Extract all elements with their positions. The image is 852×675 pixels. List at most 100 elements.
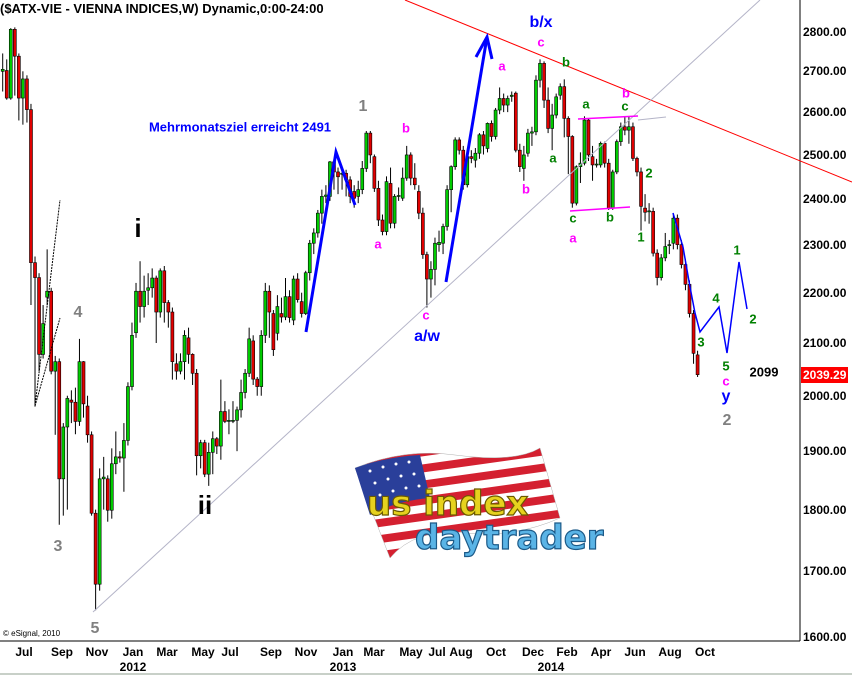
candle-up [65,398,70,428]
candle-down [376,188,381,221]
candle-up [259,334,264,387]
x-tick-label: Jan [332,645,354,659]
candle-up [77,361,82,422]
candle-up [550,114,554,129]
x-tick-label: May [191,645,215,659]
annotation-grn-a2: a [582,96,590,112]
candle-down [186,337,191,355]
candle-down [93,512,98,585]
candle-down [89,434,94,514]
candle-down [518,149,522,167]
candle-up [554,96,558,116]
candle-down [267,290,272,313]
x-tick-label: Dec [521,645,545,659]
candle-up [158,270,163,313]
candle-down [118,456,122,459]
candle-down [49,290,53,372]
candle-up [275,306,280,334]
candle-up [0,69,5,72]
logo-text-line2: daytrader [415,518,604,558]
candle-down [562,86,567,119]
candle-up [473,152,478,161]
candle-up [316,212,320,234]
annotation-grn-b1: b [562,54,570,70]
candle-up [614,141,619,173]
candles-layer [0,27,700,611]
candle-up [429,269,433,280]
candle-down [691,313,696,354]
candle-down [174,363,179,372]
candle-down [635,158,639,173]
annotation-grn-3: 3 [697,334,705,350]
candle-up [582,119,587,164]
candle-up [178,361,183,372]
candle-down [73,401,78,422]
support-trendline[interactable] [92,0,761,613]
candle-down [223,411,227,422]
x-tick-label: Apr [590,645,612,659]
candle-down [602,143,607,164]
candle-up [219,411,223,447]
candle-up [134,290,138,334]
candle-down [105,478,110,511]
annotation-grn-2b: 2 [749,311,757,327]
annotation-grn-a1: a [549,150,557,166]
candle-up [647,210,651,213]
candle-up [449,166,453,190]
annotation-grn-1b: 1 [733,242,741,258]
y-tick-label: 1700.00 [803,564,847,579]
x-tick-label: Aug [658,645,682,659]
annotation-wave-4-gray: 4 [73,304,83,321]
candle-down [372,156,377,189]
annotation-wave-i: i [134,213,142,243]
candle-up [122,440,126,459]
candle-down [651,211,655,254]
candle-up [453,139,457,167]
candle-down [425,254,429,280]
candle-down [586,119,591,156]
candle-up [146,287,150,291]
candle-up [505,98,510,106]
x-tick-label: Nov [294,645,318,659]
candle-up [477,134,482,154]
candle-down [489,123,494,137]
x-tick-label: Sep [50,645,74,659]
wave-projection [672,212,748,354]
channel-upper [577,115,639,120]
annotation-a-w: a/w [414,328,440,345]
annotation-grn-4: 4 [712,290,720,306]
candle-down [85,405,90,436]
candle-down [639,171,643,207]
candle-up [671,217,676,244]
candle-up [97,478,102,585]
candle-down [194,372,199,457]
x-year-label: 2012 [119,660,147,674]
candle-up [534,79,538,133]
resistance-trendline[interactable] [404,0,852,183]
annotation-grn-5: 5 [722,358,730,374]
candle-down [695,354,700,375]
annotation-wave-5-gray: 5 [90,620,100,637]
candle-up [659,257,664,278]
wave-arrow-2 [444,36,489,283]
candle-down [421,212,425,255]
candle-down [643,207,647,213]
candle-up [364,132,369,169]
candle-down [457,139,462,151]
candle-down [368,132,373,156]
candle-down [336,171,340,178]
candle-down [166,302,171,313]
candle-up [324,194,328,197]
annotation-mag-a2: a [498,58,506,74]
x-tick-label: Oct [485,645,507,659]
candle-down [37,277,41,355]
candle-up [320,196,324,214]
y-tick-label: 2100.00 [803,335,847,350]
candle-up [441,226,445,244]
annotation-grn-c1: c [569,210,577,226]
candle-down [170,311,175,362]
candle-down [295,278,300,300]
candle-up [627,126,631,131]
annotation-mag-a3: a [569,230,577,246]
